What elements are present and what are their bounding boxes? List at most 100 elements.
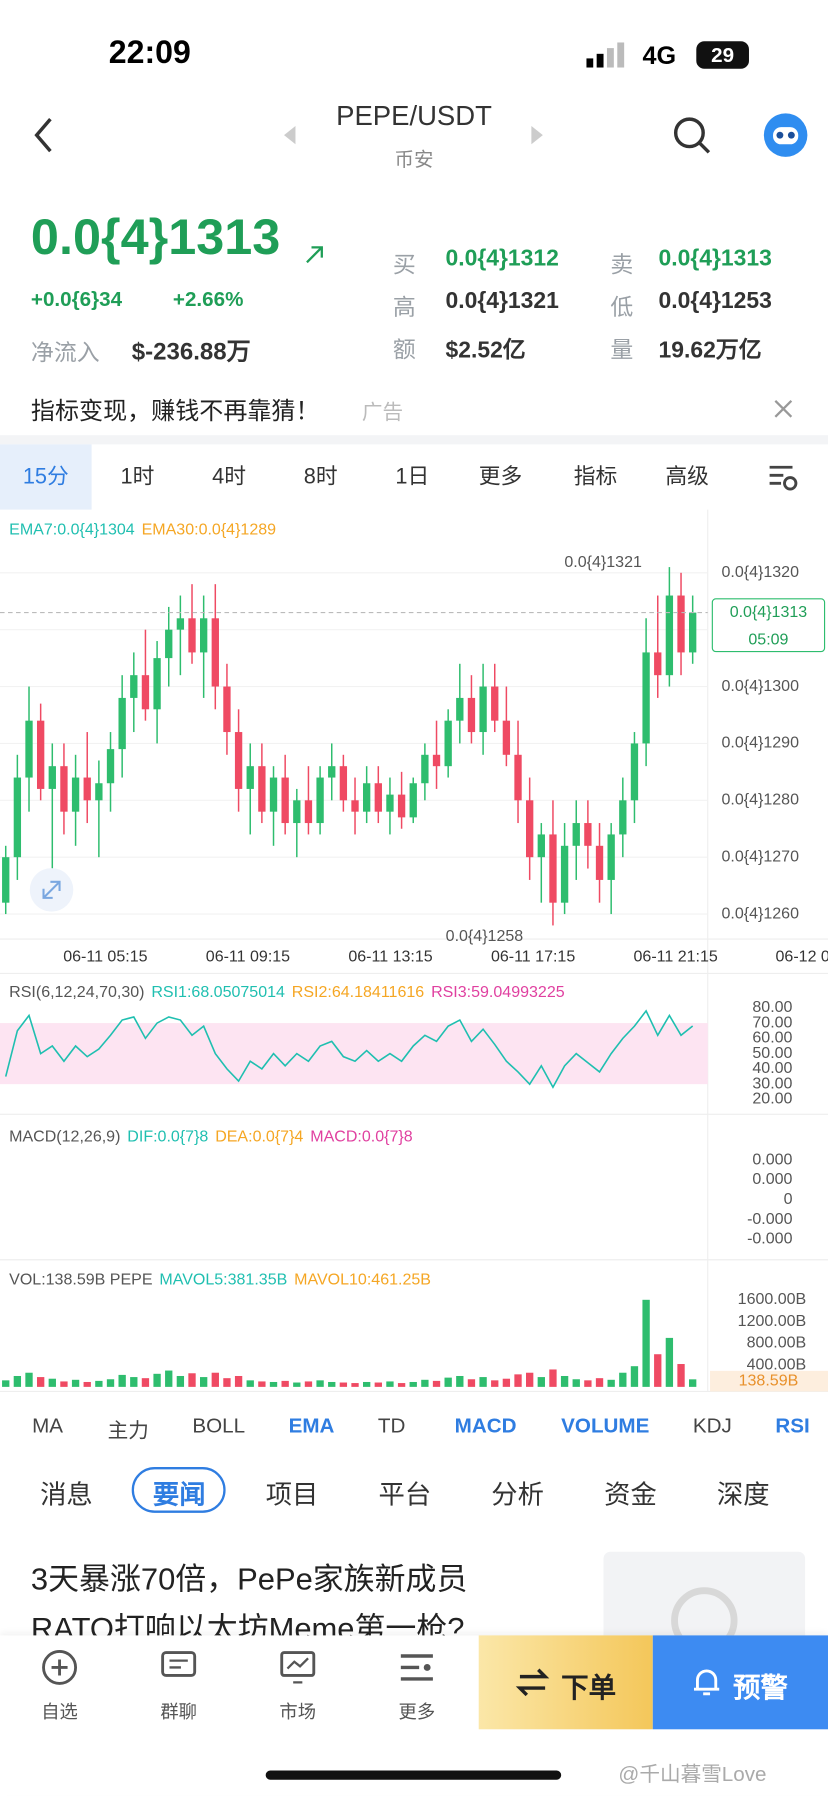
candle-body xyxy=(560,845,569,903)
interval-tab[interactable]: 4时 xyxy=(212,464,246,490)
y-tick-label: 30.00 xyxy=(752,1074,792,1092)
y-tick-label: 0.0{4}1270 xyxy=(721,847,799,865)
news-tab[interactable]: 深度 xyxy=(716,1479,770,1510)
nav-label[interactable]: 群聊 xyxy=(160,1702,197,1723)
candle-body xyxy=(444,720,452,767)
y-tick-label: -0.000 xyxy=(747,1230,793,1248)
indicator-tab[interactable]: 主力 xyxy=(107,1418,149,1442)
countdown: 05:09 xyxy=(748,630,788,648)
y-tick-label: 40.00 xyxy=(752,1059,792,1077)
volume-bar xyxy=(607,1379,615,1387)
volume-bar xyxy=(502,1378,511,1387)
alert-button[interactable]: 预警 xyxy=(652,1635,828,1730)
indicator-tab[interactable]: MA xyxy=(32,1414,63,1438)
stat-value: 0.0{4}1313 xyxy=(658,246,772,272)
volume-bar xyxy=(293,1382,301,1387)
volume-bar xyxy=(572,1379,580,1387)
candle-body xyxy=(118,697,126,750)
search-button[interactable] xyxy=(671,115,712,156)
interval-tab[interactable]: 指标 xyxy=(573,464,618,490)
stat-label: 高 xyxy=(392,295,416,321)
price-change-pct: +2.66% xyxy=(172,287,244,311)
nav-icon[interactable] xyxy=(41,1649,78,1686)
nav-label[interactable]: 自选 xyxy=(41,1702,78,1723)
legend-entry: MACD:0.0{7}8 xyxy=(310,1127,412,1145)
candle-body xyxy=(25,720,33,778)
indicator-tab[interactable]: EMA xyxy=(288,1414,335,1438)
low-marker: 0.0{4}1258 xyxy=(446,927,524,945)
nav-icon[interactable] xyxy=(160,1649,197,1686)
nav-label[interactable]: 市场 xyxy=(279,1702,317,1723)
order-button[interactable]: 下单 xyxy=(478,1635,653,1730)
back-button[interactable] xyxy=(27,115,61,156)
indicator-tab[interactable]: BOLL xyxy=(192,1414,246,1438)
interval-tab[interactable]: 1日 xyxy=(395,464,430,490)
candle-body xyxy=(595,845,604,880)
news-tab[interactable]: 消息 xyxy=(40,1479,93,1510)
nav-icon[interactable] xyxy=(399,1649,436,1686)
volume-bar xyxy=(351,1383,359,1387)
candle-body xyxy=(234,732,243,789)
indicator-tab[interactable]: RSI xyxy=(775,1414,810,1438)
volume-bar xyxy=(642,1299,650,1387)
indicator-tab[interactable]: MACD xyxy=(454,1414,517,1438)
interval-tab[interactable]: 8时 xyxy=(303,464,338,490)
chart-settings[interactable] xyxy=(767,463,799,493)
network: 4G xyxy=(642,41,677,70)
news-tab[interactable]: 分析 xyxy=(491,1479,544,1510)
volume-bar xyxy=(269,1381,278,1387)
nav-icon[interactable] xyxy=(279,1649,316,1686)
x-tick-label: 06-11 13:15 xyxy=(348,948,432,966)
headline[interactable]: 3天暴涨70倍，PePe家族新成员RATO打响以太坊Meme第一枪? xyxy=(30,1562,468,1646)
news-tab[interactable]: 平台 xyxy=(378,1479,432,1510)
assistant-avatar[interactable] xyxy=(763,112,809,158)
news-tab[interactable]: 要闻 xyxy=(152,1479,206,1510)
panel-title: RSI(6,12,24,70,30) xyxy=(9,983,144,1001)
indicator-tab[interactable]: VOLUME xyxy=(561,1414,650,1438)
candle-body xyxy=(269,777,278,812)
candle-body xyxy=(188,618,196,653)
interval-tab[interactable]: 高级 xyxy=(665,464,709,490)
ad-close[interactable] xyxy=(773,399,794,420)
legend-entry: RSI1:68.05075014 xyxy=(151,983,285,1001)
candle-body xyxy=(13,777,22,858)
candle-body xyxy=(95,783,103,801)
news-tab-active xyxy=(131,1467,226,1513)
volume-bar xyxy=(234,1375,243,1387)
volume-bar xyxy=(560,1375,569,1387)
volume-bar xyxy=(456,1375,464,1387)
candle-body xyxy=(584,823,592,846)
stat-label: 卖 xyxy=(610,253,634,279)
x-tick-label: 06-11 09:15 xyxy=(206,948,290,966)
net-inflow: $-236.88万 xyxy=(131,338,251,366)
candle-body xyxy=(316,777,324,824)
news-tab[interactable]: 项目 xyxy=(265,1479,319,1510)
interval-tab[interactable]: 更多 xyxy=(478,464,523,490)
candle-body xyxy=(619,800,627,835)
interval-tab[interactable]: 15分 xyxy=(0,444,92,510)
interval-tab[interactable]: 1时 xyxy=(120,464,155,490)
next-pair[interactable] xyxy=(529,124,545,147)
volume-bar xyxy=(83,1381,91,1387)
volume-bar xyxy=(246,1380,254,1387)
candle-body xyxy=(141,675,150,710)
news-tab[interactable]: 资金 xyxy=(604,1479,657,1510)
volume-bar xyxy=(281,1380,289,1387)
indicator-tab[interactable]: KDJ xyxy=(692,1414,732,1438)
volume-bar xyxy=(677,1364,685,1387)
expand-icon xyxy=(42,880,61,899)
candle-body xyxy=(223,686,231,733)
legend-entry: DIF:0.0{7}8 xyxy=(127,1127,208,1145)
prev-pair[interactable] xyxy=(282,124,298,147)
candle-body xyxy=(246,766,254,789)
legend-entry: DEA:0.0{7}4 xyxy=(215,1127,303,1145)
signal-icon xyxy=(586,42,625,68)
candle-body xyxy=(281,777,289,824)
candle-body xyxy=(36,720,45,789)
candle-body xyxy=(83,777,91,801)
nav-label[interactable]: 更多 xyxy=(398,1702,436,1723)
indicator-tab[interactable]: TD xyxy=(377,1414,406,1438)
volume-bar xyxy=(211,1372,219,1387)
volume-bar xyxy=(362,1381,371,1387)
